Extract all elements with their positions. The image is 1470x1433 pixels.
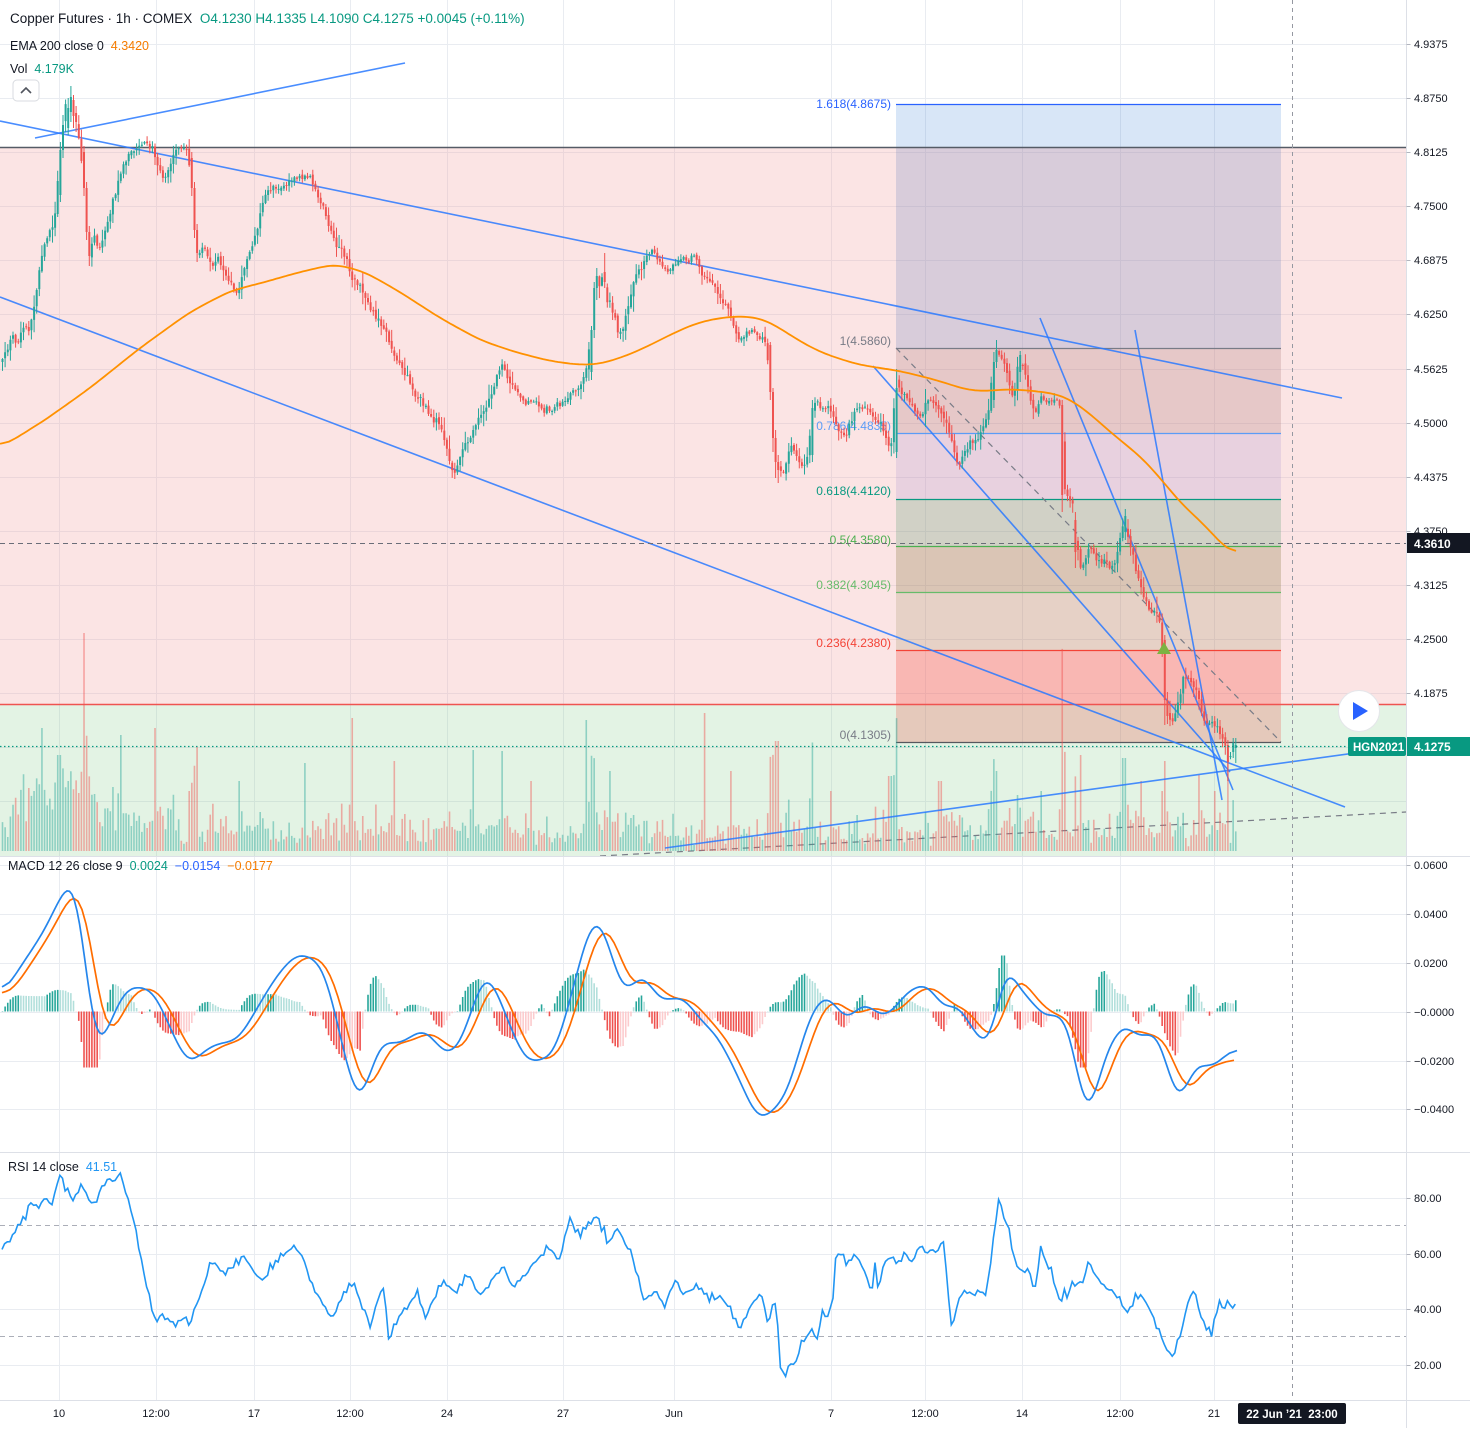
svg-text:20.00: 20.00 bbox=[1414, 1360, 1442, 1372]
svg-text:−0.0000: −0.0000 bbox=[1414, 1007, 1454, 1019]
svg-text:0(4.1305): 0(4.1305) bbox=[840, 728, 891, 742]
svg-text:0.786(4.4835): 0.786(4.4835) bbox=[816, 419, 891, 433]
svg-text:4.3125: 4.3125 bbox=[1414, 580, 1448, 592]
svg-text:1(4.5860): 1(4.5860) bbox=[840, 334, 891, 348]
svg-text:10: 10 bbox=[53, 1408, 65, 1420]
svg-text:0.618(4.4120): 0.618(4.4120) bbox=[816, 484, 891, 498]
svg-text:4.6875: 4.6875 bbox=[1414, 255, 1448, 267]
svg-text:80.00: 80.00 bbox=[1414, 1193, 1442, 1205]
svg-text:4.6250: 4.6250 bbox=[1414, 309, 1448, 321]
svg-text:RSI 14 close 41.51: RSI 14 close 41.51 bbox=[8, 1160, 117, 1174]
svg-text:12:00: 12:00 bbox=[1106, 1408, 1134, 1420]
svg-text:24: 24 bbox=[441, 1408, 453, 1420]
svg-text:4.8750: 4.8750 bbox=[1414, 93, 1448, 105]
svg-text:Vol 4.179K: Vol 4.179K bbox=[10, 62, 75, 76]
svg-text:HGN2021: HGN2021 bbox=[1353, 742, 1405, 754]
svg-text:4.7500: 4.7500 bbox=[1414, 201, 1448, 213]
svg-text:40.00: 40.00 bbox=[1414, 1304, 1442, 1316]
svg-text:4.1275: 4.1275 bbox=[1414, 740, 1451, 754]
svg-text:0.5(4.3580): 0.5(4.3580) bbox=[830, 533, 891, 547]
svg-text:0.0200: 0.0200 bbox=[1414, 958, 1448, 970]
svg-text:0.0400: 0.0400 bbox=[1414, 909, 1448, 921]
svg-text:21: 21 bbox=[1208, 1408, 1220, 1420]
svg-text:4.4375: 4.4375 bbox=[1414, 472, 1448, 484]
svg-text:0.382(4.3045): 0.382(4.3045) bbox=[816, 578, 891, 592]
svg-text:27: 27 bbox=[557, 1408, 569, 1420]
svg-text:60.00: 60.00 bbox=[1414, 1249, 1442, 1261]
svg-text:MACD 12 26 close 9 0.0024 −0: MACD 12 26 close 9 0.0024 −0.0154 −0.017… bbox=[8, 859, 273, 873]
svg-text:4.1875: 4.1875 bbox=[1414, 688, 1448, 700]
svg-text:4.3610: 4.3610 bbox=[1414, 537, 1451, 551]
svg-text:0.236(4.2380): 0.236(4.2380) bbox=[816, 636, 891, 650]
svg-text:12:00: 12:00 bbox=[336, 1408, 364, 1420]
svg-text:4.9375: 4.9375 bbox=[1414, 39, 1448, 51]
svg-text:Jun: Jun bbox=[665, 1408, 683, 1420]
svg-text:4.5625: 4.5625 bbox=[1414, 364, 1448, 376]
svg-text:22 Jun ’21 23:00: 22 Jun ’21 23:00 bbox=[1246, 1409, 1337, 1421]
svg-text:7: 7 bbox=[828, 1408, 834, 1420]
svg-text:−0.0200: −0.0200 bbox=[1414, 1056, 1454, 1068]
svg-text:1.618(4.8675): 1.618(4.8675) bbox=[816, 97, 891, 111]
svg-text:4.5000: 4.5000 bbox=[1414, 418, 1448, 430]
svg-text:−0.0400: −0.0400 bbox=[1414, 1104, 1454, 1116]
svg-text:17: 17 bbox=[248, 1408, 260, 1420]
svg-text:0.0600: 0.0600 bbox=[1414, 860, 1448, 872]
svg-text:EMA 200 close 0 4.3420: EMA 200 close 0 4.3420 bbox=[10, 39, 149, 53]
svg-text:Copper Futures · 1h · COMEX O: Copper Futures · 1h · COMEX O4.1230 H4.1… bbox=[10, 11, 525, 26]
svg-text:4.2500: 4.2500 bbox=[1414, 634, 1448, 646]
svg-text:4.8125: 4.8125 bbox=[1414, 147, 1448, 159]
svg-text:14: 14 bbox=[1016, 1408, 1028, 1420]
svg-text:12:00: 12:00 bbox=[911, 1408, 939, 1420]
svg-text:12:00: 12:00 bbox=[142, 1408, 170, 1420]
